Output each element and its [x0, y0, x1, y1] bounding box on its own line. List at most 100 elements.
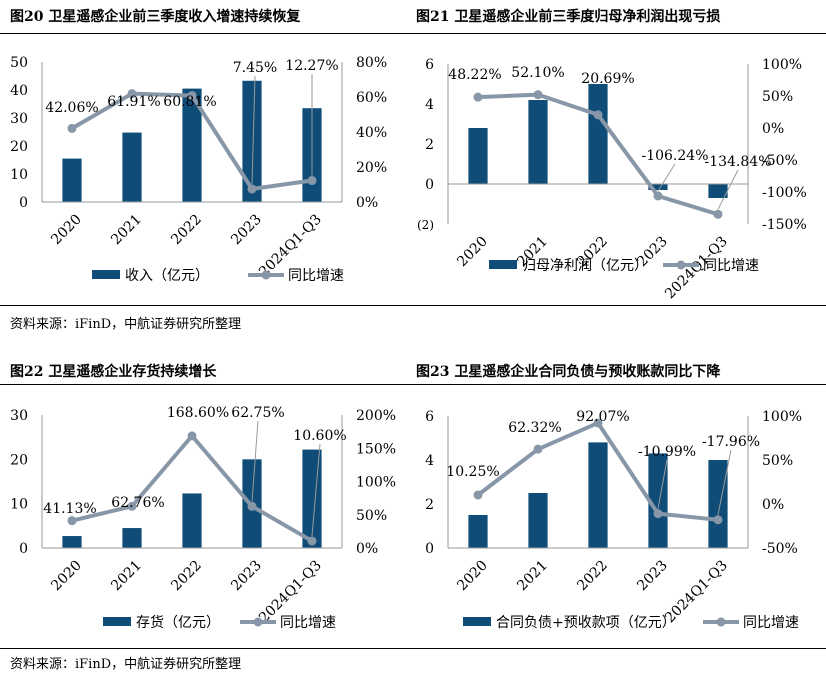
growth-data-label: 20.69%	[581, 71, 634, 87]
legend-bar-swatch	[489, 260, 517, 269]
data-label-leader	[251, 420, 259, 502]
right-axis-tick-label: 60%	[356, 90, 387, 106]
left-axis-tick-label: 50	[10, 55, 28, 71]
right-axis-tick-label: -50%	[762, 541, 798, 557]
chart-fig22: 0 10 20 30 0% 50% 100% 150% 200% 2020 2021 2022 2023…	[10, 405, 396, 631]
left-axis-tick-label: 0	[19, 195, 28, 211]
data-label-leader	[717, 169, 739, 210]
category-label: 2020	[48, 558, 85, 595]
bar-2024Q1-Q3	[708, 460, 728, 548]
legend-bar-label: 归母净利润（亿元）	[522, 257, 648, 274]
growth-point-2021	[533, 90, 543, 100]
top-rule	[0, 33, 826, 34]
left-axis-tick-label: 2	[425, 137, 434, 153]
chart-title-fig21: 图21 卫星遥感企业前三季度归母净利润出现亏损	[416, 9, 721, 25]
category-label: 2022	[574, 558, 611, 595]
growth-data-label: 12.27%	[285, 58, 338, 74]
category-label: 2020	[48, 212, 85, 249]
data-label-leader	[657, 163, 676, 192]
left-axis-tick-label: 40	[10, 83, 28, 99]
growth-point-2020	[67, 123, 77, 133]
growth-point-2024Q1-Q3	[713, 209, 723, 219]
chart-title-fig22: 图22 卫星遥感企业存货持续增长	[10, 364, 217, 380]
bar-2024Q1-Q3	[302, 449, 322, 548]
growth-point-2022	[593, 110, 603, 120]
growth-data-label: -17.96%	[702, 434, 760, 450]
growth-point-2022	[187, 91, 197, 101]
bar-2020	[468, 515, 488, 548]
left-axis-tick-label: 10	[10, 497, 28, 513]
legend-bar-swatch	[463, 617, 491, 626]
right-axis-tick-label: 40%	[356, 125, 387, 141]
right-axis-tick-label: 0%	[762, 121, 784, 137]
right-axis-tick-label: 50%	[356, 508, 387, 524]
bar-2021	[122, 132, 142, 202]
legend-bar-swatch	[92, 270, 120, 279]
right-axis-tick-label: 50%	[762, 89, 793, 105]
bar-2020	[62, 536, 82, 548]
chart-fig20: 0 10 20 30 40 50 0% 20% 40% 60% 80% 2020 2021 2022 202…	[10, 55, 387, 284]
growth-data-label: 48.22%	[448, 67, 501, 83]
right-axis-tick-label: 100%	[762, 409, 802, 425]
right-axis-tick-label: -50%	[762, 153, 798, 169]
growth-data-label: 52.10%	[511, 65, 564, 81]
left-axis-tick-label: 30	[10, 408, 28, 424]
legend-line-label: 同比增速	[703, 258, 759, 274]
data-label-leader	[251, 75, 256, 184]
legend-line-marker	[716, 617, 726, 627]
growth-data-label: -10.99%	[638, 444, 696, 460]
growth-point-2023	[247, 501, 257, 511]
category-label: 2023	[228, 558, 265, 595]
growth-data-label: -106.24%	[641, 148, 708, 164]
bar-2021	[122, 528, 142, 548]
right-axis-tick-label: 200%	[356, 408, 396, 424]
legend-bar-label: 收入（亿元）	[125, 268, 209, 284]
legend-bar-swatch	[103, 617, 131, 626]
bar-2023	[648, 453, 668, 548]
legend-line-label: 同比增速	[743, 615, 799, 631]
growth-data-label: 7.45%	[233, 60, 277, 76]
growth-data-label: 42.06%	[45, 100, 98, 116]
category-label: 2020	[454, 234, 491, 271]
left-axis-tick-label: 20	[10, 139, 28, 155]
source-note-bottom: 资料来源：iFinD，中航证券研究所整理	[10, 657, 242, 672]
right-axis-tick-label: -100%	[762, 185, 807, 201]
right-axis-tick-label: 150%	[356, 441, 396, 457]
bar-2021	[528, 493, 548, 548]
growth-point-2023	[653, 191, 663, 201]
legend-line-label: 同比增速	[280, 615, 336, 631]
growth-point-2021	[533, 444, 543, 454]
left-axis-tick-label: 0	[425, 177, 434, 193]
growth-data-label: 10.25%	[446, 464, 499, 480]
category-label: 2023	[228, 212, 265, 249]
growth-point-2021	[127, 89, 137, 99]
legend-line-marker	[261, 270, 271, 280]
bar-2021	[528, 100, 548, 184]
category-label: 2021	[108, 558, 145, 595]
growth-data-label: 62.75%	[231, 405, 284, 421]
growth-point-2024Q1-Q3	[713, 515, 723, 525]
category-label: 2021	[514, 558, 551, 595]
chart-title-fig23: 图23 卫星遥感企业合同负债与预收账款同比下降	[416, 364, 721, 380]
right-axis-tick-label: 0%	[762, 497, 784, 513]
category-label: 2020	[454, 558, 491, 595]
left-axis-tick-label: 4	[425, 453, 434, 469]
growth-point-2023	[653, 509, 663, 519]
right-axis-tick-label: 0%	[356, 195, 378, 211]
bar-2020	[62, 158, 82, 202]
data-label-leader	[657, 459, 668, 509]
bar-2023	[648, 184, 668, 190]
legend-bar-label: 合同负债+预收款项（亿元）	[496, 615, 676, 631]
growth-data-label: 60.81%	[163, 94, 216, 110]
left-axis-tick-label: 4	[425, 97, 434, 113]
growth-data-label: 10.60%	[293, 428, 346, 444]
bar-2022	[588, 84, 608, 184]
legend-line-label: 同比增速	[288, 268, 344, 284]
growth-data-label: 92.07%	[576, 409, 629, 425]
left-axis-tick-label: 0	[425, 541, 434, 557]
bar-2020	[468, 128, 488, 184]
category-label: 2021	[108, 212, 145, 249]
bar-2022	[588, 442, 608, 548]
source-note-top: 资料来源：iFinD，中航证券研究所整理	[10, 317, 242, 332]
